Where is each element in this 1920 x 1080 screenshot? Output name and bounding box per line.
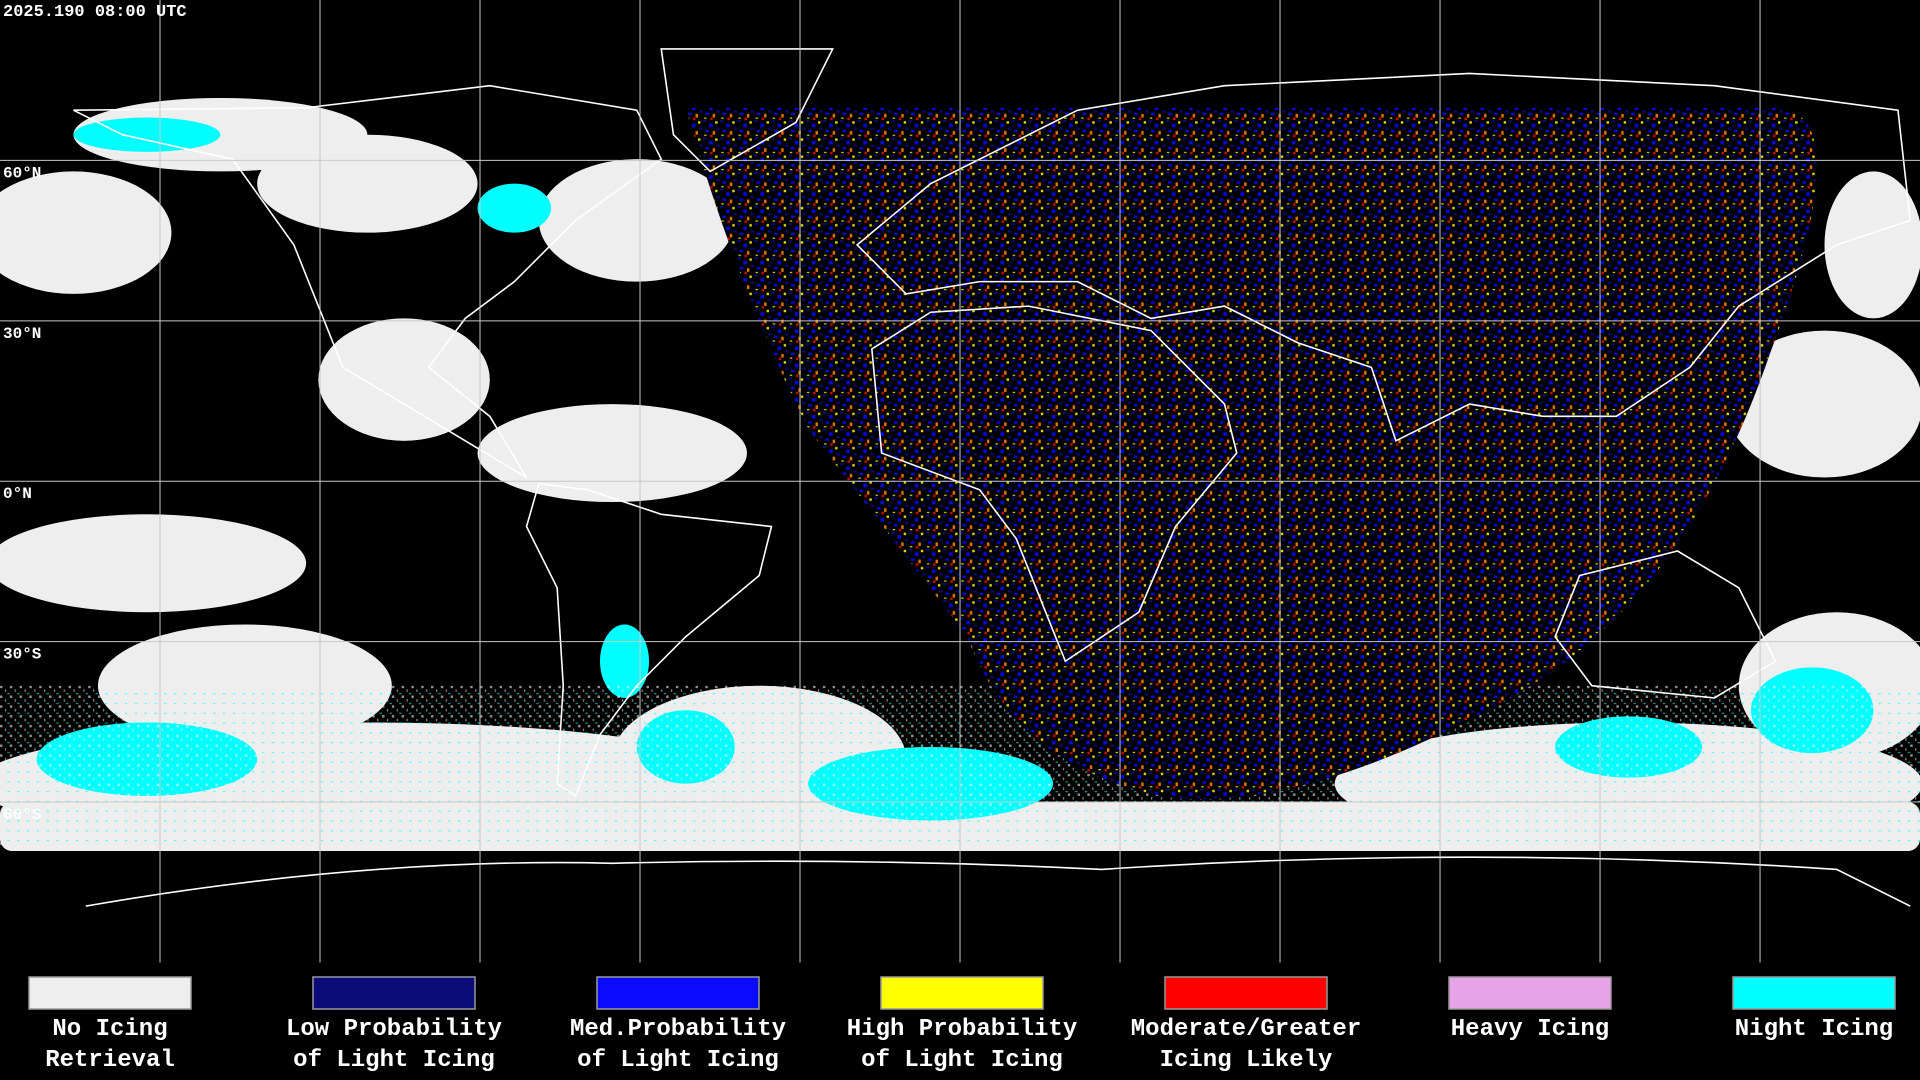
legend-swatch [1448,976,1612,1010]
map-imagery [0,48,1920,907]
legend-label: of Light Icing [293,1047,495,1074]
legend-swatch [880,976,1044,1010]
icing-retrieval [685,107,1817,800]
legend-label: Low Probability [286,1016,502,1043]
timestamp: 2025.190 08:00 UTC [3,3,187,22]
legend-swatch [1732,976,1896,1010]
coastlines [73,48,1912,907]
legend: No Icing Retrieval Low Probability of Light… [28,976,1896,1074]
legend-label: No Icing [52,1016,167,1043]
latitude-label: 30°S [3,646,42,664]
legend-label: High Probability [847,1016,1077,1043]
legend-label: Moderate/Greater [1131,1016,1361,1043]
legend-swatch [312,976,476,1010]
legend-swatch [28,976,192,1010]
latitude-label: 30°N [3,325,41,343]
legend-label: of Light Icing [577,1047,779,1074]
legend-swatch [596,976,760,1010]
legend-label: of Light Icing [861,1047,1063,1074]
latitude-label: 60°N [3,164,41,182]
latitude-label: 0°N [3,485,32,503]
legend-swatch [1164,976,1328,1010]
legend-label: Night Icing [1735,1016,1893,1043]
graticule: 60°N 30°N 0°N 30°S 60°S [0,0,1920,962]
legend-label: Med.Probability [570,1016,786,1043]
legend-label: Heavy Icing [1451,1016,1609,1043]
legend-label: Icing Likely [1160,1047,1333,1074]
latitude-label: 60°S [3,806,42,824]
legend-label: Retrieval [45,1047,175,1074]
